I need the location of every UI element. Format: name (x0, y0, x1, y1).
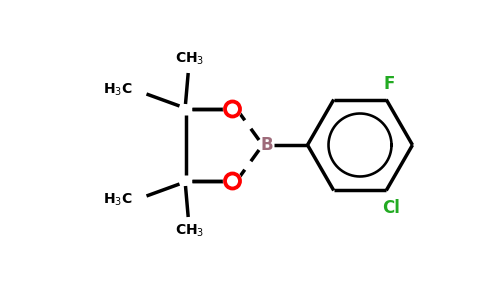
Text: CH$_3$: CH$_3$ (175, 51, 204, 67)
Circle shape (224, 172, 242, 190)
Text: Cl: Cl (382, 199, 400, 217)
Text: CH$_3$: CH$_3$ (175, 223, 204, 239)
Text: H$_3$C: H$_3$C (103, 192, 133, 208)
Circle shape (224, 100, 242, 118)
Text: F: F (383, 74, 394, 92)
Text: B: B (260, 136, 273, 154)
Text: H$_3$C: H$_3$C (103, 82, 133, 98)
